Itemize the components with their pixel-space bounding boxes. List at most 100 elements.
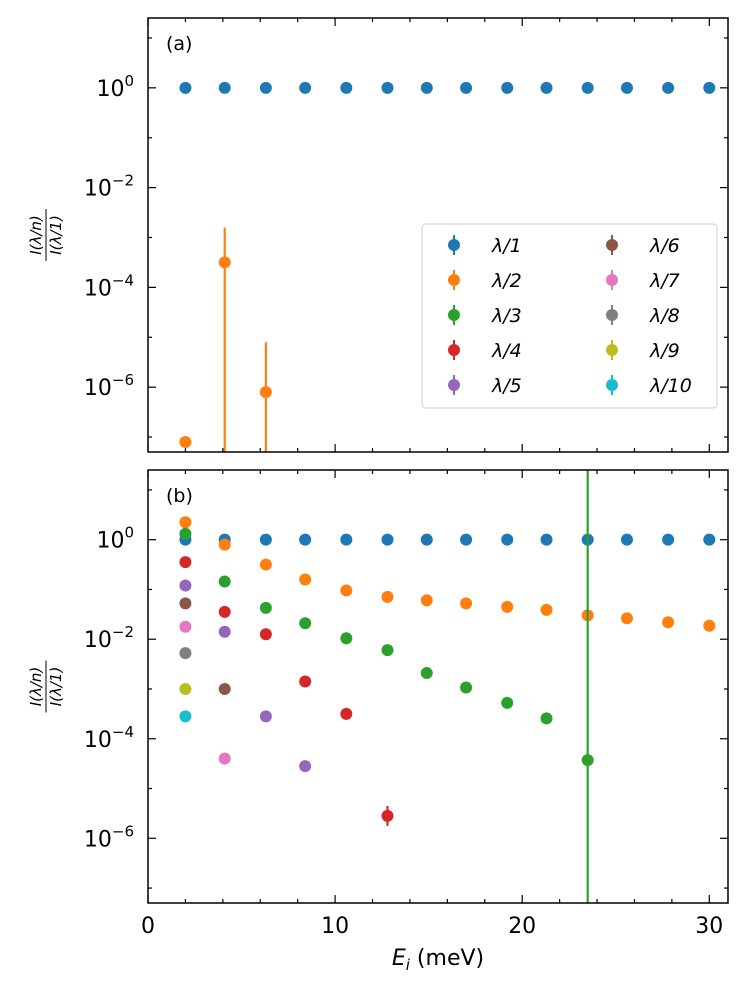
data-point [299,760,312,773]
y-label-numerator: I(λ/n) [27,215,45,255]
data-point [420,667,433,680]
data-point [581,81,594,94]
legend-marker [606,239,618,251]
series-lambda-2 [179,516,716,632]
x-tick-label: 30 [695,914,723,939]
data-point [703,533,716,546]
y-tick-label: 10−2 [84,623,134,653]
data-point [218,81,231,94]
x-tick-label: 20 [508,914,536,939]
legend-marker [448,309,460,321]
legend: λ/1 λ/2 λ/3 λ/4 λ/5 λ/6 λ/7 λ/8 λ/9 λ/10 [421,223,718,409]
x-tick-label: 0 [141,914,155,939]
y-label-denominator: I(λ/1) [47,215,65,255]
legend-label: λ/1 [491,235,522,257]
data-point [179,597,192,610]
y-axis-label: I(λ/n) I(λ/1) [27,660,65,713]
series-lambda-3 [179,470,594,903]
data-point [179,710,192,723]
data-point [340,533,353,546]
data-point [581,754,594,767]
data-point [259,710,272,723]
legend-marker [606,274,618,286]
x-axis-label: Ei (meV) [392,946,484,974]
data-point [179,682,192,695]
data-point [540,81,553,94]
data-point [259,533,272,546]
series-lambda-1 [179,533,716,546]
y-tick-label: 10−6 [84,822,134,852]
data-point [218,752,231,765]
legend-box [421,223,718,409]
data-point [259,81,272,94]
series-lambda-6 [179,597,231,695]
data-point [460,533,473,546]
data-point [259,386,272,399]
data-point [420,81,433,94]
data-point [340,81,353,94]
axes-frame [147,469,729,904]
data-point [218,538,231,551]
y-axis-label: I(λ/n) I(λ/1) [27,209,65,261]
data-point [179,647,192,660]
data-point [540,603,553,616]
data-point [420,594,433,607]
data-point [662,616,675,629]
data-point [218,625,231,638]
data-point [179,527,192,540]
data-point [218,605,231,618]
data-point [620,81,633,94]
data-point [381,81,394,94]
legend-label: λ/6 [649,235,680,257]
y-tick-label: 10−2 [84,172,134,202]
data-point [703,81,716,94]
data-point [218,575,231,588]
data-point [218,256,231,269]
series-lambda-7 [179,620,231,765]
data-point [460,597,473,610]
y-tick-label: 10−4 [84,723,134,753]
data-point [540,712,553,725]
data-point [179,579,192,592]
data-point [460,81,473,94]
data-point [540,533,553,546]
legend-marker [606,344,618,356]
data-point [259,628,272,641]
data-point [179,620,192,633]
data-point [501,533,514,546]
data-point [340,584,353,597]
series-lambda-1 [179,81,716,94]
legend-marker [606,309,618,321]
data-point [340,632,353,645]
data-point [620,533,633,546]
data-point [620,612,633,625]
y-tick-label: 10−6 [84,371,134,401]
x-tick-label: 10 [321,914,349,939]
legend-marker [606,379,618,391]
series-lambda-9 [179,682,192,695]
y-tick-label: 100 [96,72,134,102]
legend-label: λ/2 [491,270,522,292]
legend-label: λ/9 [649,340,680,362]
data-point [662,81,675,94]
panel-label: (b) [166,485,193,507]
legend-marker [448,274,460,286]
data-point [259,601,272,614]
data-point [501,81,514,94]
data-point [420,533,433,546]
y-label-denominator: I(λ/1) [47,667,65,707]
legend-marker [448,379,460,391]
legend-marker [448,239,460,251]
legend-label: λ/5 [491,375,522,397]
data-point [299,533,312,546]
y-tick-label: 100 [96,524,134,554]
legend-label: λ/4 [491,340,522,362]
data-point [501,696,514,709]
data-point [381,533,394,546]
axes-frame [147,17,729,453]
y-label-numerator: I(λ/n) [27,667,45,707]
data-point [179,516,192,529]
data-point [381,809,394,822]
